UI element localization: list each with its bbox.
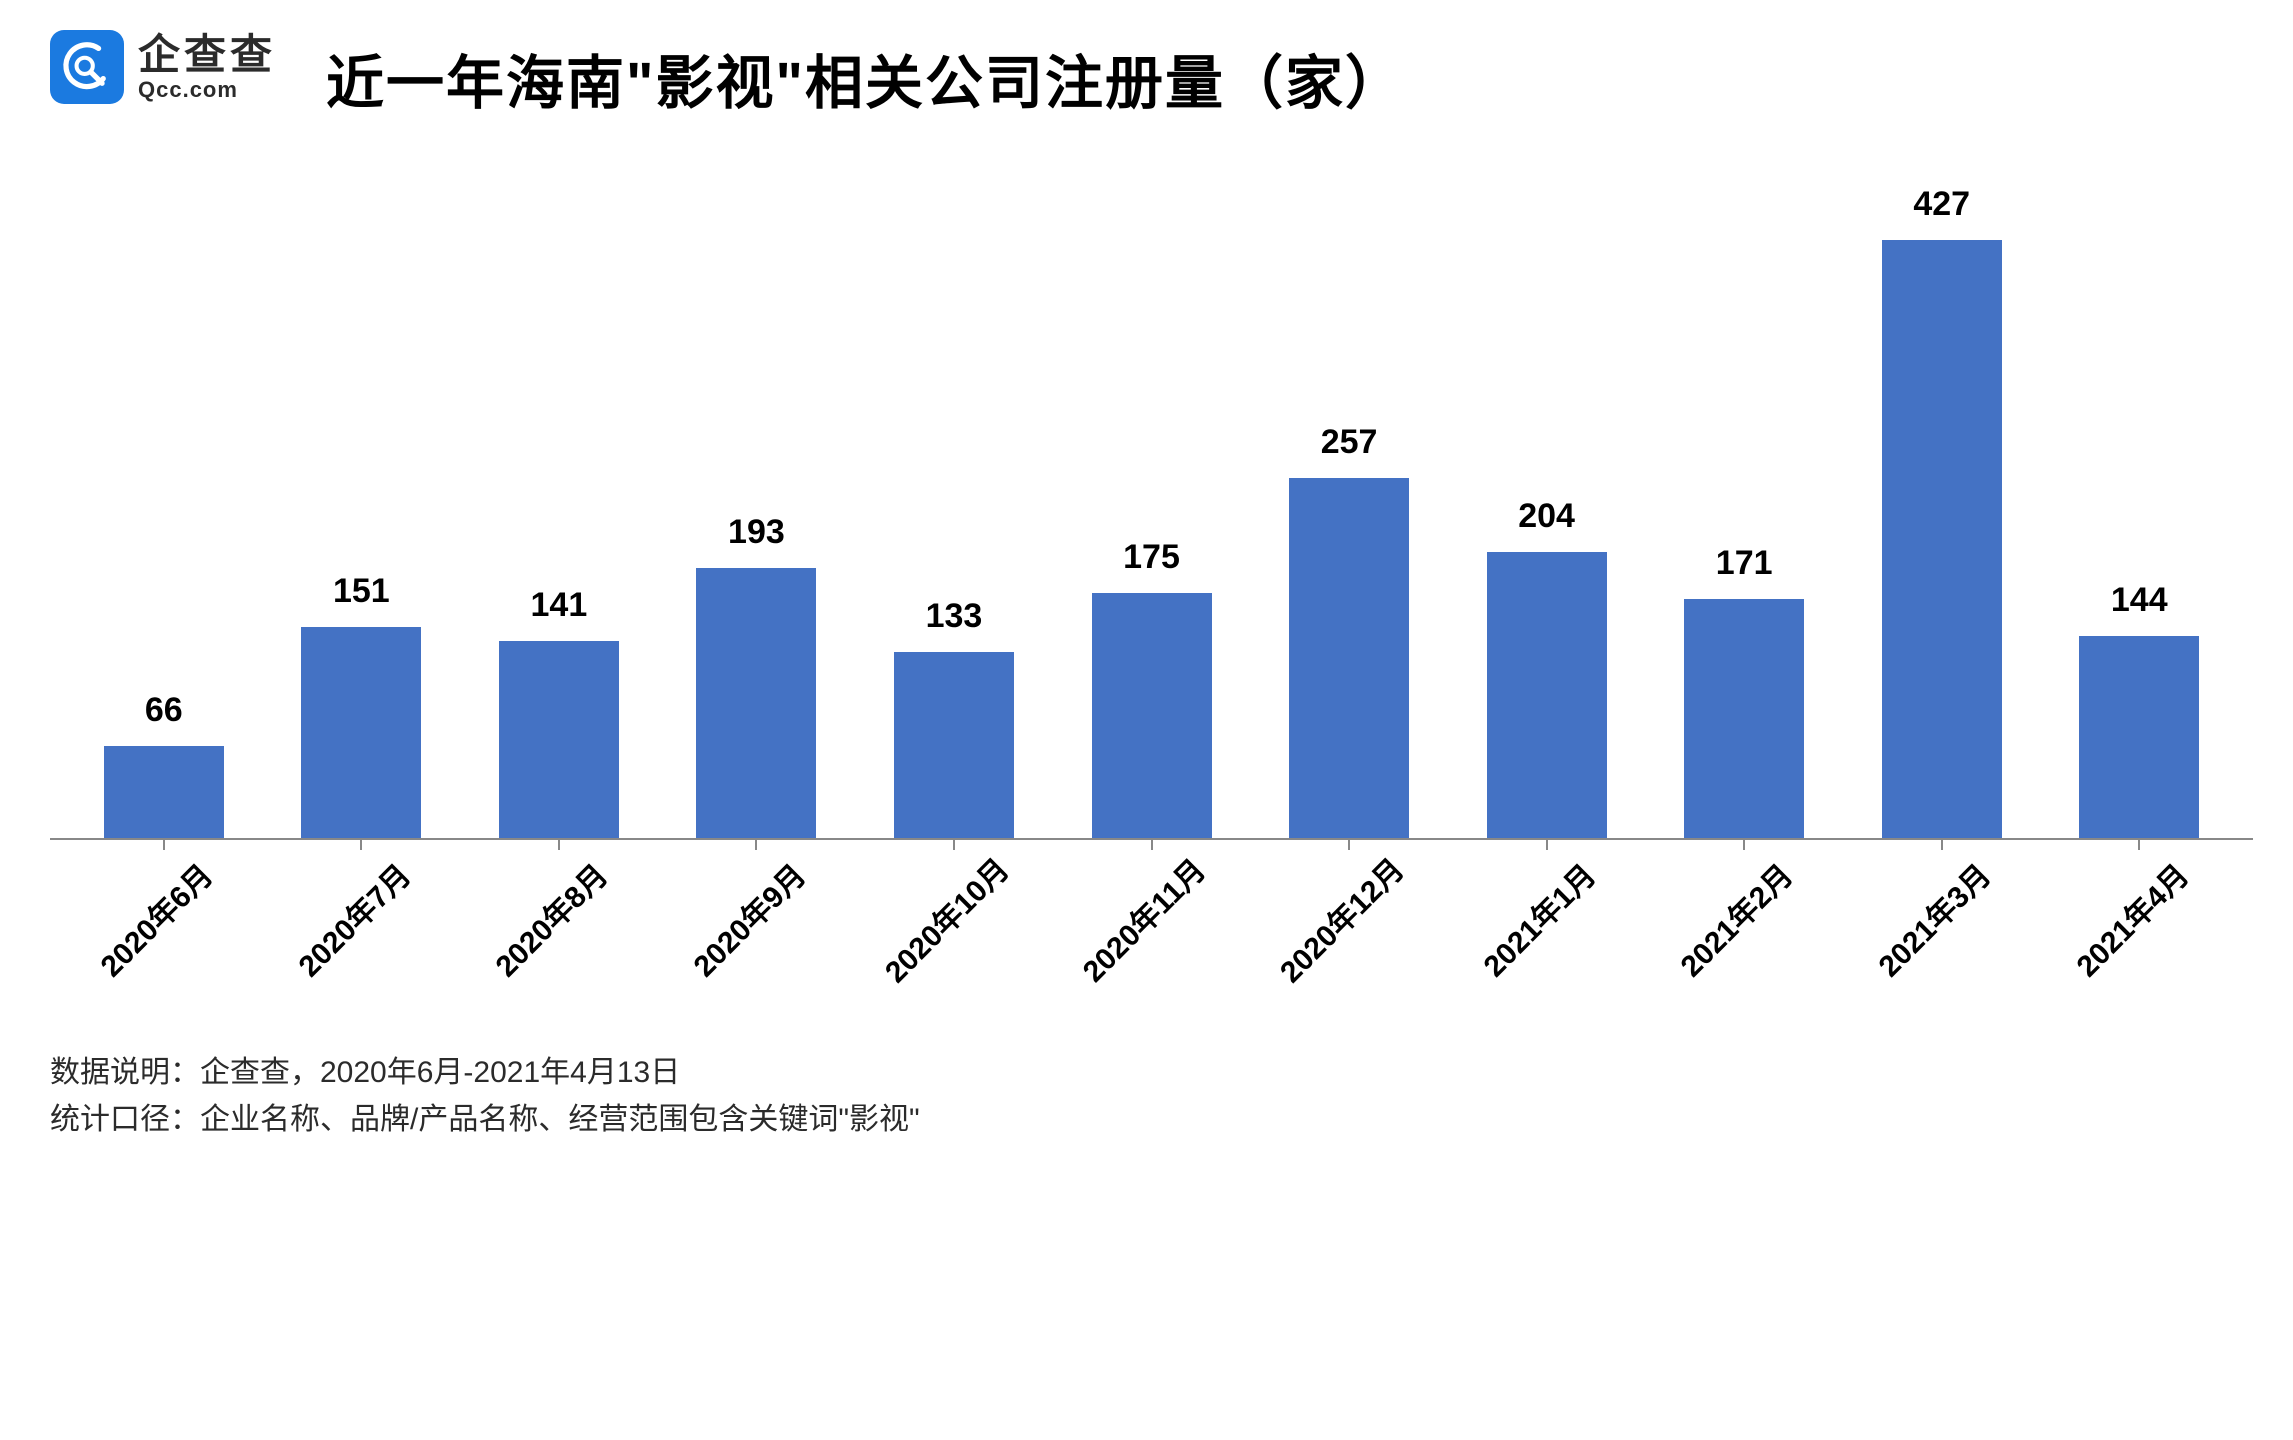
- chart-container: 66151141193133175257204171427144 2020年6月…: [50, 190, 2253, 1030]
- chart-title: 近一年海南"影视"相关公司注册量（家）: [326, 30, 1405, 120]
- x-tick-label: 2020年8月: [483, 852, 616, 985]
- bar-value-label: 141: [531, 586, 588, 625]
- x-tick: 2020年11月: [1058, 850, 1246, 1030]
- x-tick: 2020年8月: [465, 850, 653, 1030]
- x-tick-mark: [2138, 838, 2140, 850]
- bar-column: 175: [1058, 538, 1246, 838]
- x-tick: 2020年9月: [663, 850, 851, 1030]
- bar-column: 66: [70, 691, 258, 838]
- bar-column: 204: [1453, 497, 1641, 838]
- x-tick-label: 2021年1月: [1471, 852, 1604, 985]
- bar: [1684, 599, 1804, 838]
- bar-column: 141: [465, 586, 653, 838]
- x-tick: 2020年7月: [268, 850, 456, 1030]
- brand-logo-cn: 企查查: [138, 32, 276, 78]
- bar: [1289, 478, 1409, 838]
- x-tick-label: 2020年6月: [88, 852, 221, 985]
- footer-notes: 数据说明：企查查，2020年6月-2021年4月13日 统计口径：企业名称、品牌…: [50, 1050, 2253, 1143]
- bar-column: 257: [1255, 423, 1443, 838]
- x-tick: 2021年4月: [2045, 850, 2233, 1030]
- x-tick-label: 2021年4月: [2064, 852, 2197, 985]
- x-tick-mark: [1151, 838, 1153, 850]
- bar: [894, 652, 1014, 838]
- x-tick-mark: [755, 838, 757, 850]
- bar: [696, 568, 816, 838]
- brand-logo-icon: [50, 30, 124, 104]
- bar-value-label: 175: [1123, 538, 1180, 577]
- header: 企查查 Qcc.com 近一年海南"影视"相关公司注册量（家）: [50, 30, 2253, 120]
- bar-value-label: 133: [926, 597, 983, 636]
- x-tick-label: 2021年3月: [1866, 852, 1999, 985]
- x-tick: 2020年10月: [860, 850, 1048, 1030]
- bar-column: 133: [860, 597, 1048, 838]
- bar: [1882, 240, 2002, 838]
- x-tick-label: 2020年11月: [1071, 847, 1214, 990]
- x-tick-mark: [1743, 838, 1745, 850]
- bar: [2079, 636, 2199, 838]
- x-tick-mark: [1941, 838, 1943, 850]
- bar-column: 171: [1650, 544, 1838, 838]
- bar-value-label: 144: [2111, 581, 2168, 620]
- bar-value-label: 257: [1321, 423, 1378, 462]
- x-tick: 2020年12月: [1255, 850, 1443, 1030]
- bar-value-label: 171: [1716, 544, 1773, 583]
- x-tick-mark: [360, 838, 362, 850]
- bar-column: 151: [268, 572, 456, 838]
- x-tick-mark: [1546, 838, 1548, 850]
- bar-value-label: 151: [333, 572, 390, 611]
- bar-column: 193: [663, 513, 851, 838]
- bar-value-label: 193: [728, 513, 785, 552]
- x-tick-label: 2020年9月: [681, 852, 814, 985]
- x-tick: 2020年6月: [70, 850, 258, 1030]
- bar-chart: 66151141193133175257204171427144: [50, 190, 2253, 840]
- brand-logo: 企查查 Qcc.com: [50, 30, 276, 104]
- x-tick-mark: [163, 838, 165, 850]
- bar: [499, 641, 619, 838]
- x-tick-label: 2021年2月: [1669, 852, 1802, 985]
- bar-column: 144: [2045, 581, 2233, 838]
- footer-line-1: 数据说明：企查查，2020年6月-2021年4月13日: [50, 1050, 2253, 1097]
- bar-value-label: 204: [1518, 497, 1575, 536]
- bar: [104, 746, 224, 838]
- bar-value-label: 427: [1913, 185, 1970, 224]
- bar: [1487, 552, 1607, 838]
- footer-line-2: 统计口径：企业名称、品牌/产品名称、经营范围包含关键词"影视": [50, 1097, 2253, 1144]
- x-tick-label: 2020年7月: [286, 852, 419, 985]
- x-tick-label: 2020年10月: [873, 846, 1017, 990]
- bar-value-label: 66: [145, 691, 183, 730]
- bar-column: 427: [1848, 185, 2036, 838]
- bar: [1092, 593, 1212, 838]
- x-tick: 2021年3月: [1848, 850, 2036, 1030]
- x-tick-mark: [953, 838, 955, 850]
- x-tick-mark: [1348, 838, 1350, 850]
- bar: [301, 627, 421, 838]
- x-tick: 2021年1月: [1453, 850, 1641, 1030]
- brand-logo-en: Qcc.com: [138, 78, 276, 102]
- x-tick-mark: [558, 838, 560, 850]
- x-axis: 2020年6月2020年7月2020年8月2020年9月2020年10月2020…: [50, 850, 2253, 1030]
- x-tick-label: 2020年12月: [1268, 846, 1412, 990]
- x-tick: 2021年2月: [1650, 850, 1838, 1030]
- brand-logo-text: 企查查 Qcc.com: [138, 32, 276, 102]
